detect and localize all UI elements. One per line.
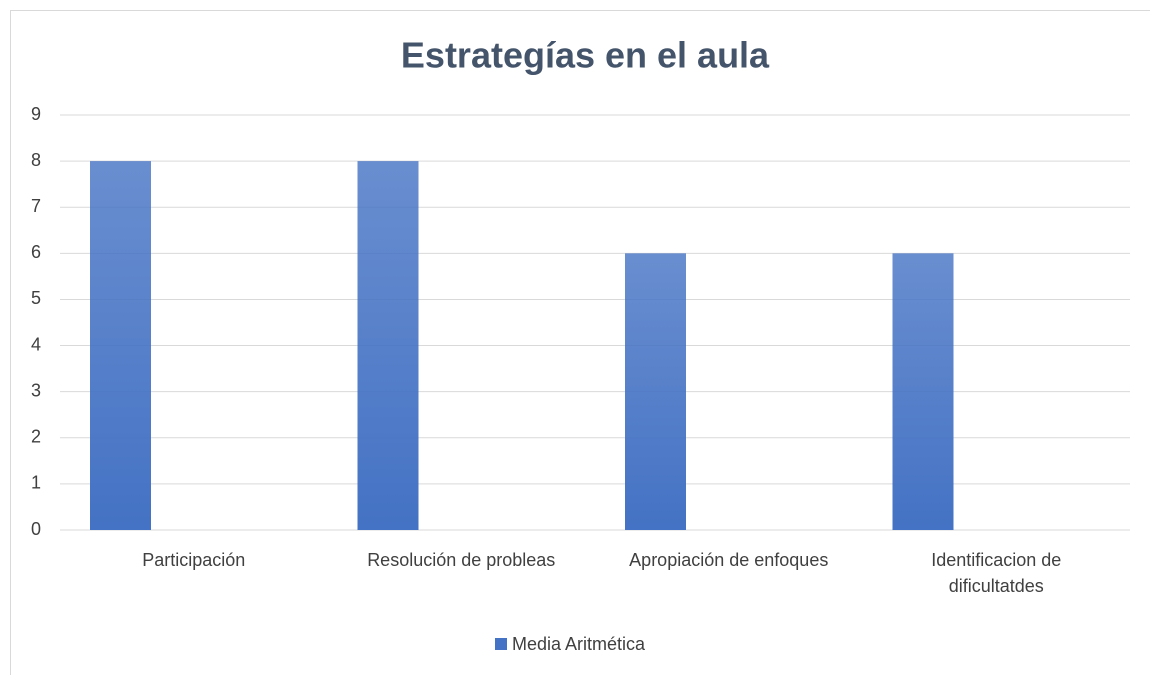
y-tick-label: 4 (31, 334, 41, 354)
x-tick-label: Identificacion de dificultatdes (931, 550, 1061, 596)
chart-title: Estrategías en el aula (401, 35, 770, 76)
y-tick-label: 1 (31, 473, 41, 493)
bar (892, 253, 954, 531)
bar (625, 253, 686, 531)
x-tick-label: Apropiación de enfoques (629, 550, 828, 570)
y-tick-label: 6 (31, 242, 41, 262)
y-tick-label: 5 (31, 288, 41, 308)
legend-label: Media Aritmética (512, 634, 646, 654)
x-tick-label: Participación (142, 550, 245, 570)
y-tick-label: 3 (31, 380, 41, 400)
x-tick-label: Resolución de probleas (367, 550, 555, 570)
bar (90, 161, 151, 530)
legend-swatch (495, 638, 507, 650)
y-tick-label: 2 (31, 427, 41, 447)
y-tick-label: 7 (31, 196, 41, 216)
y-tick-label: 8 (31, 150, 41, 170)
y-tick-label: 0 (31, 519, 41, 539)
bar (357, 161, 419, 530)
chart-frame (10, 10, 1150, 675)
y-tick-label: 9 (31, 104, 41, 124)
